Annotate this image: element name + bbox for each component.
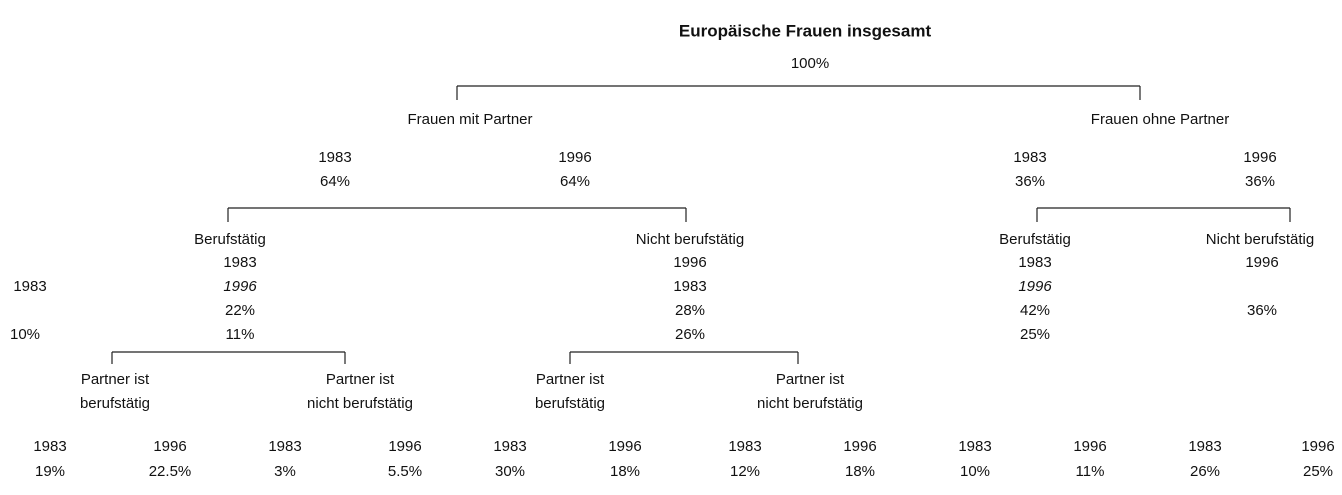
leaf-year: 1996 xyxy=(843,438,876,455)
branch-line: 42% xyxy=(1020,302,1050,319)
leaf-value: 10% xyxy=(960,463,990,480)
branch-line: 22% xyxy=(225,302,255,319)
leaf-year: 1983 xyxy=(268,438,301,455)
leaf-year: 1996 xyxy=(153,438,186,455)
share-year: 1983 xyxy=(318,149,351,166)
side-line: 10% xyxy=(10,326,40,343)
branch-line: 1983 xyxy=(223,254,256,271)
sub-branch-label: nicht berufstätig xyxy=(307,395,413,412)
share-year: 1996 xyxy=(558,149,591,166)
leaf-value: 18% xyxy=(845,463,875,480)
leaf-year: 1996 xyxy=(388,438,421,455)
side-line: 1983 xyxy=(13,278,46,295)
brackets xyxy=(111,85,1291,364)
group-label: Frauen ohne Partner xyxy=(1091,111,1229,128)
leaf-year: 1996 xyxy=(1301,438,1334,455)
sub-branch-label: Partner ist xyxy=(536,371,605,388)
sub-branch-label: Partner ist xyxy=(776,371,845,388)
leaf-year: 1983 xyxy=(1188,438,1221,455)
share-value: 64% xyxy=(560,173,590,190)
branch-line: 1996 xyxy=(1018,278,1052,295)
share-year: 1983 xyxy=(1013,149,1046,166)
leaf-value: 26% xyxy=(1190,463,1220,480)
sub-branch-label: nicht berufstätig xyxy=(757,395,863,412)
sub-branch-label: Partner ist xyxy=(81,371,150,388)
share-value: 64% xyxy=(320,173,350,190)
leaf-value: 22.5% xyxy=(149,463,192,480)
sub-branch-label: berufstätig xyxy=(80,395,150,412)
leaf-value: 18% xyxy=(610,463,640,480)
branch-line: 28% xyxy=(675,302,705,319)
leaf-value: 12% xyxy=(730,463,760,480)
branch-line: 1996 xyxy=(223,278,257,295)
leaf-year: 1996 xyxy=(1073,438,1106,455)
share-value: 36% xyxy=(1015,173,1045,190)
leaf-value: 30% xyxy=(495,463,525,480)
branch-label: Berufstätig xyxy=(194,231,266,248)
leaf-value: 5.5% xyxy=(388,463,422,480)
leaf-value: 11% xyxy=(1076,463,1105,480)
branch-line: 1983 xyxy=(673,278,706,295)
sub-branch-label: berufstätig xyxy=(535,395,605,412)
branch-line: 1996 xyxy=(673,254,706,271)
leaf-value: 25% xyxy=(1303,463,1333,480)
branch-line: 36% xyxy=(1247,302,1277,319)
share-value: 36% xyxy=(1245,173,1275,190)
leaf-year: 1983 xyxy=(728,438,761,455)
leaf-value: 3% xyxy=(274,463,296,480)
total-share: 100% xyxy=(791,55,829,72)
branch-label: Berufstätig xyxy=(999,231,1071,248)
share-year: 1996 xyxy=(1243,149,1276,166)
diagram-title: Europäische Frauen insgesamt xyxy=(679,21,932,40)
leaf-year: 1996 xyxy=(608,438,641,455)
branch-line: 26% xyxy=(675,326,705,343)
branch-label: Nicht berufstätig xyxy=(1206,231,1314,248)
group-label: Frauen mit Partner xyxy=(407,111,532,128)
sub-branch-label: Partner ist xyxy=(326,371,395,388)
leaf-year: 1983 xyxy=(958,438,991,455)
leaf-value: 19% xyxy=(35,463,65,480)
leaf-year: 1983 xyxy=(493,438,526,455)
branch-line: 11% xyxy=(226,326,255,343)
branch-line: 1983 xyxy=(1018,254,1051,271)
branch-label: Nicht berufstätig xyxy=(636,231,744,248)
branch-line: 25% xyxy=(1020,326,1050,343)
leaf-year: 1983 xyxy=(33,438,66,455)
branch-line: 1996 xyxy=(1245,254,1278,271)
